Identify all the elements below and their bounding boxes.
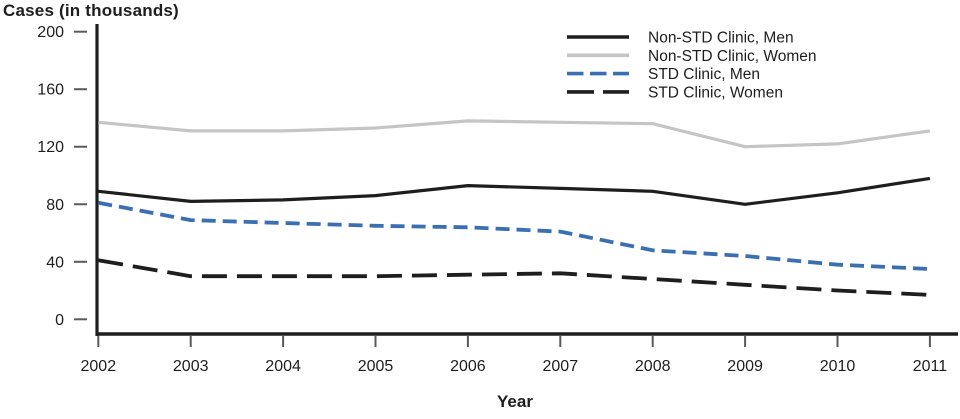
legend-label-non-std-clinic-men: Non-STD Clinic, Men bbox=[648, 30, 794, 47]
series-line-std-clinic-men bbox=[97, 200, 930, 271]
x-tick-label: 2007 bbox=[543, 358, 579, 375]
series-line-std-clinic-women bbox=[97, 258, 930, 297]
x-tick-label: 2008 bbox=[635, 358, 671, 375]
y-tick-label: 0 bbox=[55, 312, 64, 329]
x-tick-label: 2003 bbox=[173, 358, 209, 375]
x-tick-label: 2006 bbox=[450, 358, 486, 375]
series-line-non-std-clinic-men bbox=[98, 176, 931, 206]
x-tick-label: 2004 bbox=[265, 358, 301, 375]
legend-label-std-clinic-men: STD Clinic, Men bbox=[648, 66, 760, 83]
y-tick-label: 200 bbox=[37, 24, 64, 41]
legend-label-non-std-clinic-women: Non-STD Clinic, Women bbox=[648, 48, 817, 65]
x-tick-label: 2002 bbox=[81, 358, 117, 375]
legend-label-std-clinic-women: STD Clinic, Women bbox=[648, 84, 783, 101]
y-tick-label: 40 bbox=[46, 254, 64, 271]
x-tick-label: 2009 bbox=[727, 358, 763, 375]
y-tick-label: 120 bbox=[37, 139, 64, 156]
x-tick-label: 2005 bbox=[358, 358, 394, 375]
x-tick-label: 2010 bbox=[820, 358, 856, 375]
series-line-non-std-clinic-women bbox=[98, 119, 931, 149]
x-axis-title: Year bbox=[497, 392, 533, 411]
y-tick-label: 80 bbox=[46, 197, 64, 214]
x-tick-label: 2011 bbox=[913, 358, 948, 375]
y-tick-label: 160 bbox=[37, 82, 64, 99]
chart-title: Cases (in thousands) bbox=[3, 1, 179, 20]
